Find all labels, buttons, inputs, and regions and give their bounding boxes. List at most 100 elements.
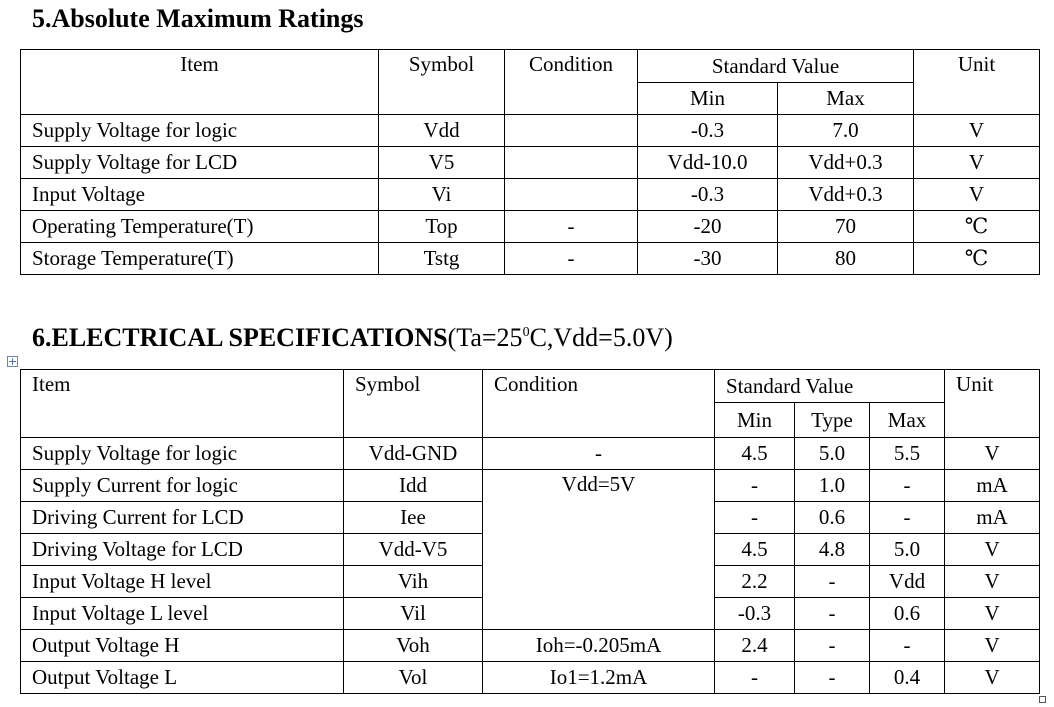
cell-max: 80	[777, 242, 914, 275]
header-symbol: Symbol	[343, 369, 483, 438]
table-row: Storage Temperature(T) Tstg - -30 80 ℃	[20, 242, 1040, 275]
cell-item: Supply Voltage for logic	[20, 437, 344, 470]
cell-unit: mA	[944, 501, 1041, 534]
header-type: Type	[794, 402, 870, 438]
cell-unit: V	[944, 661, 1041, 694]
absolute-max-ratings-table: Item Symbol Condition Standard Value Uni…	[20, 49, 1040, 275]
table-row: Supply Voltage for logic Vdd -0.3 7.0 V	[20, 114, 1040, 147]
header-item: Item	[20, 369, 344, 438]
cell-min: -20	[637, 210, 778, 243]
cell-min: 2.2	[714, 565, 795, 598]
cell-unit: ℃	[913, 242, 1040, 275]
cell-min: -0.3	[637, 178, 778, 211]
cell-unit: V	[913, 146, 1040, 179]
cell-max: -	[868, 629, 946, 662]
cell-item: Storage Temperature(T)	[20, 242, 379, 275]
cell-item: Driving Current for LCD	[20, 501, 344, 534]
cell-symbol: Vdd-GND	[343, 437, 483, 470]
cell-type: -	[794, 565, 870, 598]
cell-max: Vdd	[868, 565, 946, 598]
cell-min: -	[714, 661, 795, 694]
header-condition: Condition	[504, 49, 638, 115]
header-row: Item Symbol Condition Standard Value Uni…	[20, 49, 1040, 115]
table-row: Operating Temperature(T) Top - -20 70 ℃	[20, 210, 1040, 243]
cell-item: Supply Voltage for logic	[20, 114, 379, 147]
section6-heading: 6.ELECTRICAL SPECIFICATIONS(Ta=250C,Vdd=…	[32, 323, 673, 353]
cell-condition: -	[504, 242, 638, 275]
cell-min: 4.5	[714, 437, 795, 470]
cell-symbol: Top	[378, 210, 505, 243]
cell-unit: ℃	[913, 210, 1040, 243]
table-move-handle-icon[interactable]: +	[7, 355, 18, 368]
header-standard-value: Standard Value	[713, 369, 946, 403]
table-resize-handle-icon[interactable]	[1039, 696, 1046, 703]
cell-symbol: Vil	[343, 597, 483, 630]
subheader-row: Min Type Max	[21, 402, 1040, 438]
header-item: Item	[20, 49, 379, 115]
cell-min: -30	[637, 242, 778, 275]
table-body: Item Symbol Condition Standard Value Uni…	[20, 369, 1041, 694]
cell-item: Supply Voltage for LCD	[20, 146, 379, 179]
cell-symbol: Voh	[343, 629, 483, 662]
cell-symbol: Vol	[343, 661, 483, 694]
table-row: Input Voltage H level Vih 2.2 - Vdd V	[20, 565, 1041, 598]
cell-type: -	[794, 597, 870, 630]
cell-min: -	[714, 469, 795, 502]
cell-min: -	[714, 501, 795, 534]
header-unit: Unit	[913, 49, 1040, 115]
cell-type: 5.0	[794, 437, 870, 470]
cell-max: Vdd+0.3	[777, 146, 914, 179]
cell-item: Operating Temperature(T)	[20, 210, 379, 243]
cell-type: 0.6	[794, 501, 870, 534]
cell-condition: Io1=1.2mA	[482, 661, 715, 694]
cell-condition	[504, 178, 638, 211]
cell-unit: V	[913, 114, 1040, 147]
electrical-specifications-table: Item Symbol Condition Standard Value Uni…	[20, 369, 1041, 694]
header-row: Item Symbol Condition Standard Value Uni…	[20, 369, 1041, 438]
cell-condition	[504, 114, 638, 147]
table-row: Input Voltage Vi -0.3 Vdd+0.3 V	[20, 178, 1040, 211]
table-row: Output Voltage L Vol Io1=1.2mA - - 0.4 V	[20, 661, 1041, 694]
cell-max: 5.5	[868, 437, 946, 470]
heading-condition-pre: (Ta=25	[447, 323, 523, 352]
table-row: Output Voltage H Voh Ioh=-0.205mA 2.4 - …	[20, 629, 1041, 662]
cell-unit: V	[944, 565, 1041, 598]
table-body: Item Symbol Condition Standard Value Uni…	[20, 49, 1040, 275]
cell-item: Output Voltage L	[20, 661, 344, 694]
cell-condition-merged: Vdd=5V	[482, 469, 715, 630]
cell-condition: -	[504, 210, 638, 243]
cell-type: 1.0	[794, 469, 870, 502]
cell-min: -0.3	[714, 597, 795, 630]
header-unit: Unit	[944, 369, 1041, 438]
cell-max: 0.6	[868, 597, 946, 630]
cell-condition	[504, 146, 638, 179]
cell-type: -	[794, 629, 870, 662]
cell-symbol: Vdd-V5	[343, 533, 483, 566]
subheader-row: Min Max	[21, 82, 1040, 115]
cell-item: Input Voltage H level	[20, 565, 344, 598]
cell-symbol: Vih	[343, 565, 483, 598]
cell-unit: V	[944, 437, 1041, 470]
header-min: Min	[714, 402, 795, 438]
cell-unit: V	[944, 629, 1041, 662]
header-condition: Condition	[482, 369, 715, 438]
header-max: Max	[868, 402, 946, 438]
cell-unit: V	[944, 533, 1041, 566]
cell-min: Vdd-10.0	[637, 146, 778, 179]
cell-type: 4.8	[794, 533, 870, 566]
header-symbol: Symbol	[378, 49, 505, 115]
section6-heading-title: 6.ELECTRICAL SPECIFICATIONS	[32, 323, 448, 352]
heading-condition-degree: 0	[522, 325, 530, 340]
cell-max: Vdd+0.3	[777, 178, 914, 211]
heading-condition-post: C,Vdd=5.0V)	[529, 323, 673, 352]
cell-max: 70	[777, 210, 914, 243]
header-standard-value: Standard Value	[637, 49, 914, 83]
cell-unit: V	[944, 597, 1041, 630]
table-row: Supply Current for logic Idd Vdd=5V - 1.…	[20, 469, 1041, 630]
cell-item: Input Voltage L level	[20, 597, 344, 630]
cell-symbol: Vi	[378, 178, 505, 211]
section5-heading: 5.Absolute Maximum Ratings	[32, 4, 364, 33]
cell-unit: mA	[944, 469, 1041, 502]
cell-symbol: Iee	[343, 501, 483, 534]
cell-symbol: Vdd	[378, 114, 505, 147]
